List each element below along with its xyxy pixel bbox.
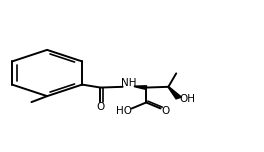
Text: O: O [161, 106, 169, 116]
Polygon shape [134, 86, 147, 89]
Polygon shape [168, 87, 182, 99]
Text: NH: NH [121, 78, 137, 88]
Text: HO: HO [116, 106, 133, 116]
Text: OH: OH [179, 94, 195, 104]
Text: O: O [96, 102, 105, 112]
